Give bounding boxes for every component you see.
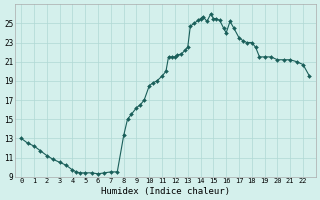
X-axis label: Humidex (Indice chaleur): Humidex (Indice chaleur) [101,187,230,196]
